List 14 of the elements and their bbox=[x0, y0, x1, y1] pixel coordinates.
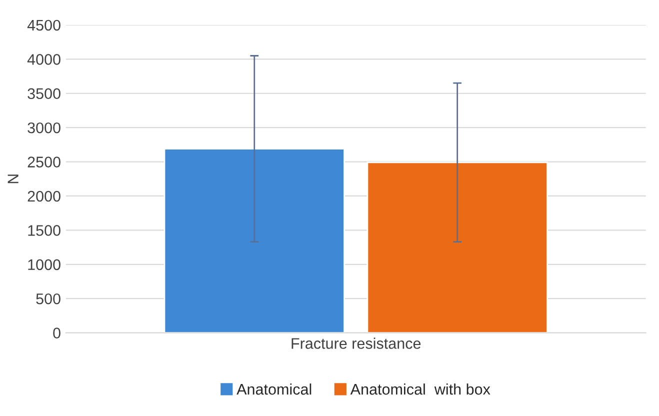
y-tick-label: 1500 bbox=[28, 225, 60, 236]
y-tick-label: 2500 bbox=[28, 156, 60, 168]
x-tick-label: Fracture resistance bbox=[292, 338, 421, 349]
y-tick-label: 4500 bbox=[27, 20, 60, 31]
y-tick-label: 4000 bbox=[27, 54, 60, 65]
legend-label: Anatomical bbox=[236, 383, 312, 395]
y-tick-label: 3000 bbox=[28, 122, 60, 134]
y-axis-title: N bbox=[8, 174, 18, 184]
y-tick-label: 0 bbox=[53, 328, 60, 338]
y-tick-label: 1000 bbox=[28, 259, 60, 270]
legend-label: Anatomical with box bbox=[350, 383, 490, 395]
y-tick-label: 3500 bbox=[28, 88, 60, 100]
y-tick-label: 2000 bbox=[28, 190, 60, 202]
y-tick-label: 500 bbox=[36, 293, 60, 304]
